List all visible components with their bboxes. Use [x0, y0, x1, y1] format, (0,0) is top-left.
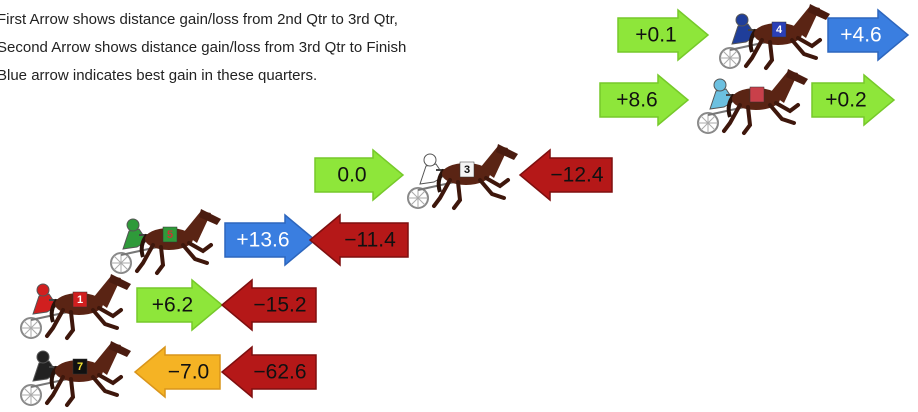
- wheel-spokes: [111, 253, 131, 273]
- wheel-spokes: [408, 188, 428, 208]
- driver-head: [127, 219, 139, 231]
- arrow-label: +13.6: [236, 229, 289, 252]
- arrow: +0.1: [618, 10, 708, 60]
- saddle-number: 4: [776, 24, 783, 36]
- arrow-label: +8.6: [616, 89, 657, 112]
- note: Blue arrow indicates best gain in these …: [0, 67, 317, 84]
- saddle-number: 7: [77, 361, 83, 373]
- horse: [698, 69, 808, 133]
- arrow: −7.0: [135, 347, 220, 397]
- arrow-label: +0.2: [825, 89, 866, 112]
- arrow-label: +0.1: [635, 24, 676, 47]
- saddle-cloth: [750, 87, 764, 102]
- arrow-label: −15.2: [253, 294, 306, 317]
- wheel-spokes: [698, 113, 718, 133]
- arrow: +4.6: [828, 10, 908, 60]
- arrow-label: −11.4: [344, 229, 396, 252]
- arrow: −12.4: [520, 150, 612, 200]
- driver-head: [37, 351, 49, 363]
- arrow-label: 0.0: [337, 164, 366, 187]
- scene: First Arrow shows distance gain/loss fro…: [0, 0, 918, 412]
- arrow: −62.6: [222, 347, 316, 397]
- saddle-number: 1: [77, 294, 83, 306]
- wheel-spokes: [21, 318, 41, 338]
- arrow-label: +4.6: [840, 24, 881, 47]
- arrow: +8.6: [600, 75, 688, 125]
- arrow: −11.4: [310, 215, 408, 265]
- arrow: 0.0: [315, 150, 403, 200]
- horse: 4: [720, 4, 830, 68]
- note: Second Arrow shows distance gain/loss fr…: [0, 39, 406, 56]
- driver-head: [424, 154, 436, 166]
- arrow-label: −12.4: [550, 164, 603, 187]
- note: First Arrow shows distance gain/loss fro…: [0, 11, 398, 28]
- arrow: +6.2: [137, 280, 222, 330]
- horse: 5: [111, 209, 221, 273]
- arrow-label: +6.2: [152, 294, 193, 317]
- wheel-spokes: [720, 48, 740, 68]
- saddle-number: 5: [167, 229, 173, 241]
- driver-head: [714, 79, 726, 91]
- horse: 3: [408, 144, 518, 208]
- arrow-label: −62.6: [253, 361, 306, 384]
- arrow: +13.6: [225, 215, 315, 265]
- arrow: −15.2: [222, 280, 316, 330]
- horse: 1: [21, 274, 131, 338]
- horse: 7: [21, 341, 131, 405]
- saddle-number: 3: [464, 164, 470, 176]
- wheel-spokes: [21, 385, 41, 405]
- driver-head: [736, 14, 748, 26]
- arrow-label: −7.0: [168, 361, 209, 384]
- driver-head: [37, 284, 49, 296]
- arrow: +0.2: [812, 75, 894, 125]
